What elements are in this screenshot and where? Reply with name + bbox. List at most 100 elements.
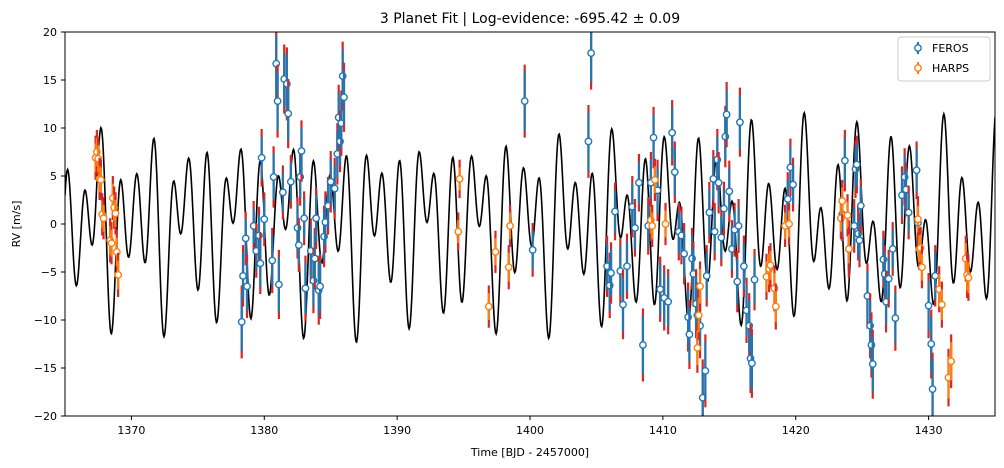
data-point: [340, 93, 348, 102]
data-point: [648, 222, 657, 230]
data-point: [649, 133, 658, 142]
data-point: [855, 236, 864, 245]
data-point: [656, 285, 665, 294]
data-point: [685, 330, 694, 339]
data-point: [714, 178, 723, 187]
data-point: [256, 259, 265, 268]
data-point: [607, 269, 615, 277]
data-point: [750, 275, 759, 284]
legend-label: FEROS: [932, 42, 969, 55]
data-point: [852, 160, 861, 169]
x-tick-label: 1410: [649, 424, 677, 437]
x-tick-label: 1430: [915, 424, 943, 437]
data-point: [286, 177, 295, 186]
x-tick-label: 1380: [250, 424, 278, 437]
data-point: [736, 118, 744, 127]
y-tick-label: −10: [34, 314, 57, 327]
data-point: [844, 245, 853, 253]
data-point: [789, 180, 797, 189]
legend: FEROS HARPS: [897, 36, 991, 82]
data-point: [635, 178, 643, 187]
data-point: [455, 174, 464, 183]
data-point: [330, 184, 339, 193]
data-point: [720, 204, 728, 213]
data-point: [914, 215, 922, 224]
data-point: [927, 340, 936, 348]
x-tick-label: 1390: [383, 424, 411, 437]
data-point: [947, 357, 956, 366]
data-point: [269, 173, 278, 181]
data-point: [260, 215, 269, 224]
x-tick-label: 1370: [117, 424, 145, 437]
data-point: [273, 97, 282, 106]
series-harps: [91, 129, 973, 407]
y-tick-label: −5: [41, 266, 57, 279]
data-point: [504, 263, 513, 272]
data-point: [918, 263, 926, 272]
data-point: [491, 247, 500, 256]
x-axis-label: Time [BJD - 2457000]: [470, 446, 589, 459]
x-tick-label: 1400: [516, 424, 544, 437]
data-point: [294, 241, 303, 250]
data-point: [631, 223, 639, 232]
chart-title: 3 Planet Fit | Log-evidence: -695.42 ± 0…: [380, 11, 680, 27]
data-point: [733, 277, 742, 286]
data-point: [702, 271, 711, 280]
data-point: [771, 302, 780, 311]
data-point: [705, 208, 714, 217]
data-point: [937, 300, 946, 309]
data-point: [931, 271, 940, 280]
data-point: [747, 359, 756, 368]
data-point: [701, 366, 710, 375]
y-tick-label: −15: [34, 362, 57, 375]
y-axis-label: RV [m/s]: [10, 201, 23, 248]
y-tick-label: 20: [43, 26, 57, 39]
data-point: [584, 137, 593, 146]
data-point: [312, 214, 320, 223]
data-point: [661, 220, 670, 228]
data-point: [520, 97, 529, 106]
data-point: [274, 280, 283, 289]
data-point: [619, 300, 627, 309]
data-point: [114, 270, 123, 279]
legend-marker: [914, 64, 922, 72]
data-point: [766, 261, 775, 270]
data-point: [587, 49, 596, 58]
legend-marker: [914, 44, 922, 52]
data-point: [297, 147, 306, 155]
data-point: [243, 282, 251, 291]
data-point: [506, 222, 514, 230]
data-point: [278, 188, 287, 197]
data-point: [284, 109, 293, 118]
points-layer: [91, 32, 973, 416]
data-point: [928, 385, 937, 394]
data-point: [99, 214, 108, 223]
data-point: [664, 297, 673, 306]
data-point: [241, 234, 250, 243]
data-point: [725, 187, 734, 196]
data-point: [611, 207, 619, 216]
data-point: [670, 168, 679, 177]
data-point: [734, 222, 743, 230]
data-point: [668, 128, 677, 137]
data-point: [924, 301, 933, 310]
model-layer: [65, 110, 995, 344]
data-point: [326, 177, 335, 186]
plot-area: [65, 32, 995, 416]
data-point: [850, 222, 859, 230]
data-point: [694, 311, 703, 320]
y-axis: −20 −15 −10 −5 0 5 10 15 20: [34, 26, 65, 423]
data-point: [904, 208, 913, 217]
data-point: [710, 227, 719, 236]
y-tick-label: 15: [43, 74, 57, 87]
data-point: [623, 262, 631, 271]
data-point: [680, 249, 689, 258]
data-point: [484, 302, 493, 311]
y-tick-label: −20: [34, 410, 57, 423]
data-point: [310, 254, 319, 263]
data-point: [300, 214, 309, 223]
data-point: [868, 360, 877, 369]
data-point: [301, 284, 310, 293]
x-tick-label: 1420: [782, 424, 810, 437]
